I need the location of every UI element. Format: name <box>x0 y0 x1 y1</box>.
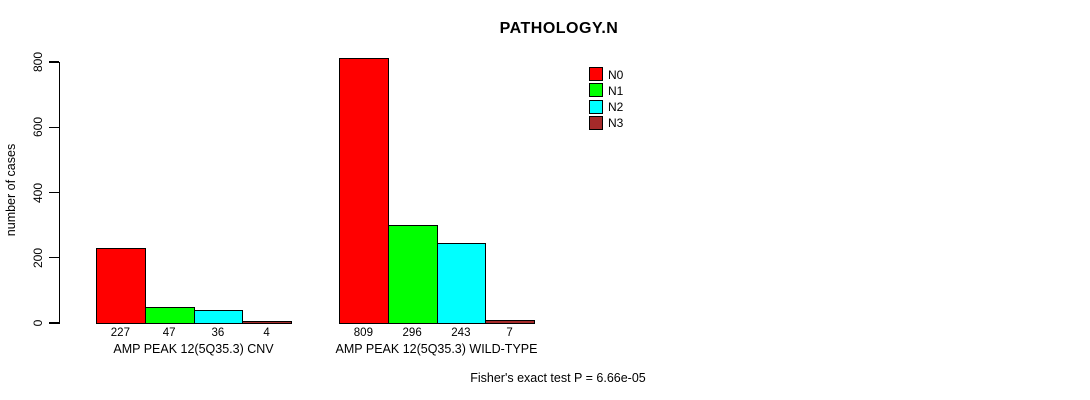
legend-label-n3: N3 <box>608 116 624 131</box>
bar-value-label: 227 <box>110 327 130 339</box>
bar-value-label: 36 <box>211 327 225 339</box>
legend-swatch-n1 <box>589 83 603 98</box>
y-axis-tick <box>49 126 59 128</box>
y-tick-label: 0 <box>31 319 45 327</box>
y-axis-tick <box>49 191 59 194</box>
bar-value-label: 7 <box>506 327 513 339</box>
group-label: AMP PEAK 12(5Q35.3) CNV <box>113 342 274 356</box>
bar-n1-group2 <box>387 225 438 324</box>
bar-n2-group2 <box>436 242 487 324</box>
legend-label-n2: N2 <box>608 100 624 115</box>
bar-value-label: 296 <box>402 327 422 339</box>
bar-n3-group2 <box>485 319 535 324</box>
group-label: AMP PEAK 12(5Q35.3) WILD-TYPE <box>335 342 538 356</box>
y-tick-label: 800 <box>31 51 45 73</box>
chart-title: PATHOLOGY.N <box>499 20 619 37</box>
legend-swatch-n0 <box>589 67 603 81</box>
stat-annotation: Fisher's exact test P = 6.66e-05 <box>470 371 646 385</box>
bar-n0-group2 <box>339 58 389 324</box>
bar-n0-group1 <box>96 247 146 324</box>
bar-value-label: 47 <box>162 327 176 339</box>
legend-swatch-n3 <box>589 115 603 130</box>
y-tick-label: 600 <box>31 117 45 138</box>
bar-value-label: 243 <box>451 327 471 339</box>
bar-n1-group1 <box>144 306 195 324</box>
y-axis-line <box>59 62 61 324</box>
y-tick-label: 400 <box>31 182 45 203</box>
legend-swatch-n2 <box>589 99 603 114</box>
y-axis-tick <box>49 322 59 324</box>
bar-value-label: 809 <box>353 327 373 339</box>
y-tick-label: 200 <box>31 247 45 268</box>
y-axis-tick <box>49 61 59 63</box>
legend-label-n0: N0 <box>608 67 624 82</box>
bar-value-label: 4 <box>263 327 270 339</box>
y-axis-tick <box>49 257 59 259</box>
y-axis-label: number of cases <box>4 143 18 237</box>
legend-label-n1: N1 <box>608 83 624 98</box>
bar-n2-group1 <box>193 310 244 324</box>
bar-n3-group1 <box>242 320 292 324</box>
